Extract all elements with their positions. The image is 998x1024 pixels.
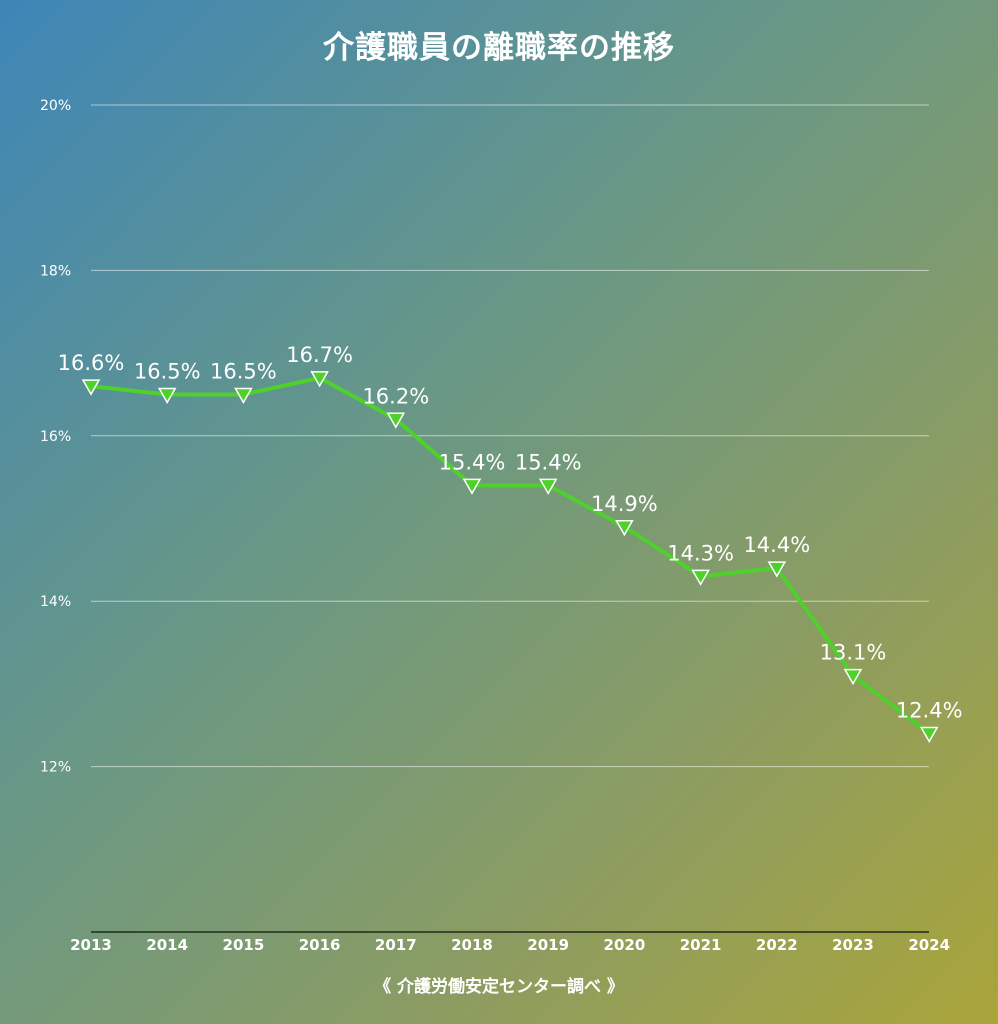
x-tick-label: 2019 [527,936,569,954]
y-tick-label: 18% [40,263,71,279]
data-point [538,478,558,495]
x-tick-label: 2013 [70,936,112,954]
data-point [81,379,101,396]
series-markers [81,371,939,744]
y-tick-label: 14% [40,594,71,610]
x-tick-label: 2024 [908,936,950,954]
data-label: 14.9% [591,492,658,516]
data-label: 16.5% [210,359,277,383]
x-tick-label: 2018 [451,936,493,954]
y-axis-ticks: 12% 14% 16% 18% 20% [40,98,71,776]
x-tick-label: 2023 [832,936,874,954]
data-point [462,478,482,495]
data-point [691,569,710,586]
x-tick-label: 2020 [604,936,646,954]
data-label: 15.4% [515,450,582,474]
gridlines [91,104,929,933]
data-point [767,561,787,578]
data-label: 16.6% [58,351,125,375]
data-label: 15.4% [439,450,506,474]
series-line [89,375,932,736]
x-axis-ticks: 2013 2014 2015 2016 2017 2018 2019 2020 2021 2022… [70,936,950,954]
data-label: 14.4% [743,533,810,557]
x-tick-label: 2015 [223,936,265,954]
x-tick-label: 2016 [299,936,341,954]
x-tick-label: 2021 [680,936,722,954]
series-rate [89,375,932,736]
data-label: 16.5% [134,359,201,383]
x-tick-label: 2017 [375,936,417,954]
data-label: 14.3% [667,541,734,565]
data-label: 12.4% [896,699,963,723]
chart-title: 介護職員の離職率の推移 [323,30,675,66]
data-point [843,668,863,686]
data-point [157,387,177,404]
y-tick-label: 12% [40,760,71,776]
y-tick-label: 16% [40,429,71,445]
data-point [615,520,634,537]
data-labels: 16.6% 16.5% 16.5% 16.7% 16.2% 15.4% 15.4% 14.9%… [58,343,963,723]
data-label: 13.1% [820,641,887,665]
x-tick-label: 2014 [146,936,188,954]
y-tick-label: 20% [40,98,71,114]
chart-source: 《 介護労働安定センター調べ 》 [374,977,624,997]
data-label: 16.7% [286,343,353,367]
data-label: 16.2% [362,384,429,408]
data-point [234,387,253,404]
x-tick-label: 2022 [756,936,798,954]
data-point [386,412,406,429]
data-point [919,726,939,744]
data-point [310,371,329,388]
